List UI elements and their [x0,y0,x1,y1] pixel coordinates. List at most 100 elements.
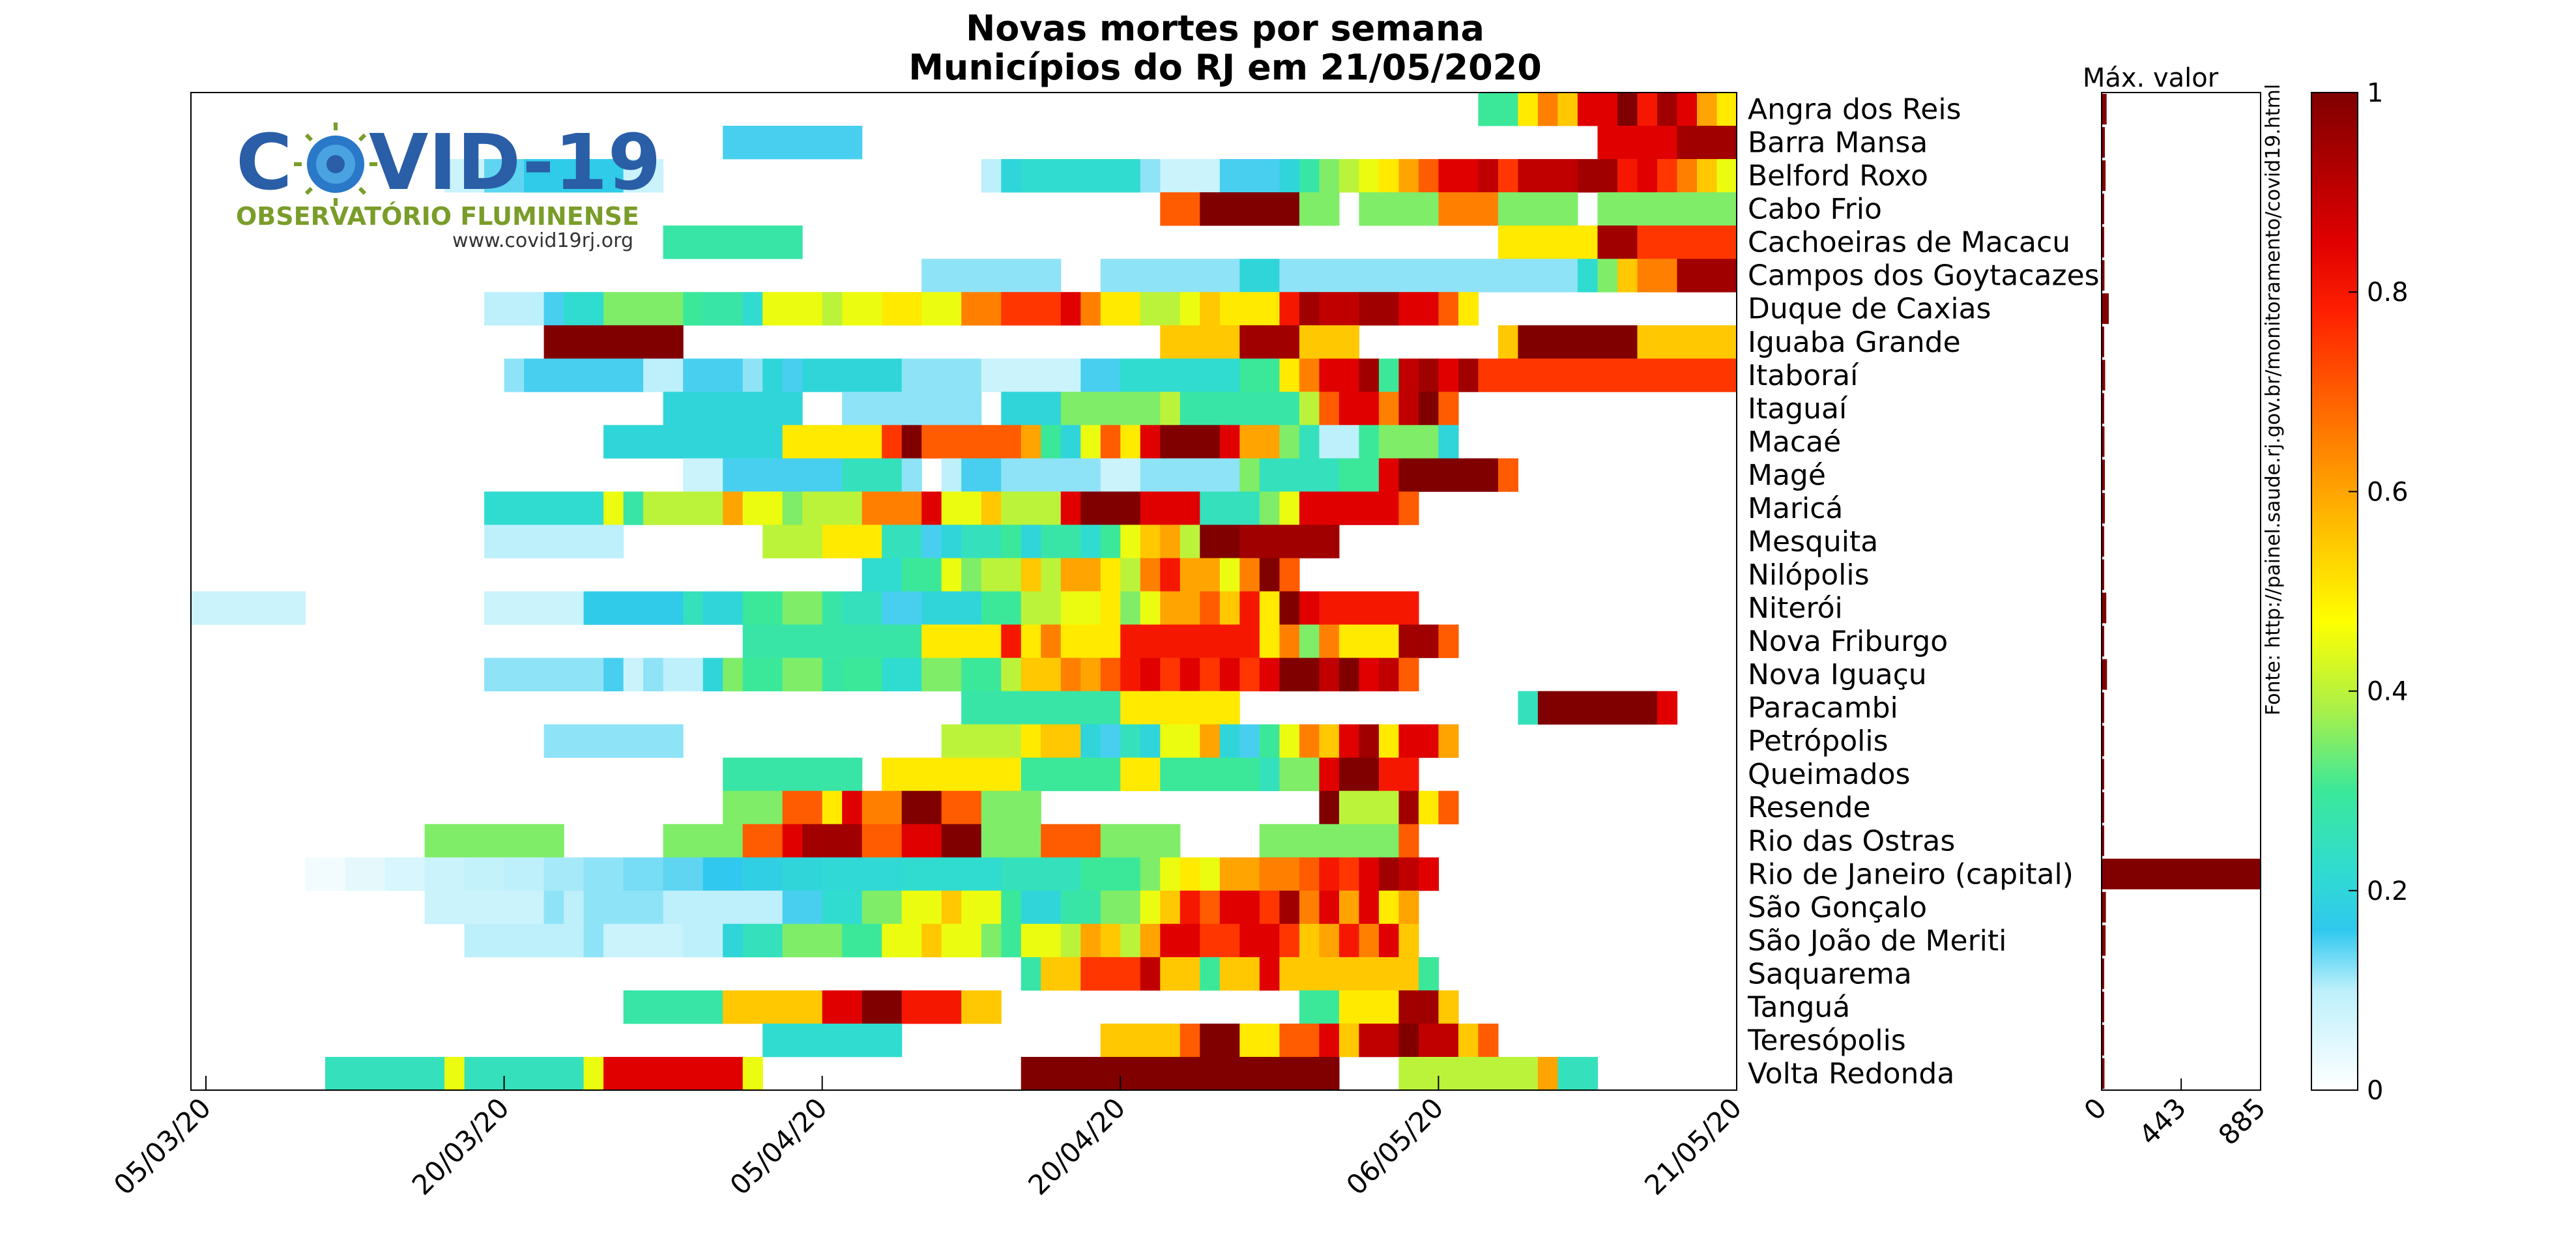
heatmap-cell [1299,392,1320,425]
heatmap-cell [941,491,982,525]
heatmap-cell [1140,724,1161,758]
heatmap-cell [464,857,505,891]
heatmap-cell [543,857,585,891]
heatmap-cell [1438,192,1499,226]
heatmap-cell [1339,757,1380,792]
heatmap-cell [961,990,1002,1024]
heatmap-cell [1179,1023,1200,1058]
heatmap-cell [1378,657,1399,691]
heatmap-cell [1120,558,1141,592]
heatmap-cell [1160,757,1260,792]
heatmap-cell [1120,724,1141,758]
heatmap-cell [861,990,903,1024]
heatmap-cell [1279,624,1300,658]
heatmap-cell [603,491,624,525]
heatmap-cell [1160,923,1200,958]
heatmap-cell [921,292,962,326]
heatmap-cell [583,857,624,891]
heatmap-cell [1438,159,1479,193]
heatmap-cell [1319,657,1340,691]
heatmap-cell [1339,857,1359,891]
heatmap-cell [683,292,704,326]
heatmap-cell [1478,1023,1499,1058]
heatmap-cell [702,591,744,625]
heatmap-cell [723,790,783,825]
heatmap-cell [1001,857,1081,891]
heatmap-cell [1518,93,1539,126]
heatmap-cell [583,890,664,925]
heatmap-cell [1120,923,1141,958]
heatmap-cell [1657,93,1678,126]
heatmap-cell [1319,757,1340,792]
heatmap-cell [921,591,982,625]
colorbar-ticks: 0 0.2 0.4 0.6 0.8 1 [2349,78,2409,1106]
heatmap-cell [1259,558,1280,592]
heatmap-cell [1359,1023,1399,1058]
max-value-bar [2102,227,2104,258]
heatmap-cell [643,358,684,392]
heatmap-cell [1637,259,1678,293]
heatmap-cell [1080,957,1141,991]
heatmap-cell [1398,358,1419,392]
city-label: São João de Meriti [1748,924,2006,957]
heatmap-cell [1160,159,1221,193]
heatmap-cell [1100,259,1240,293]
heatmap-cell [1299,857,1320,891]
heatmap-cell [702,857,744,891]
heatmap-cell [1239,923,1280,958]
heatmap-cell [1339,724,1359,758]
heatmap-cell [1398,159,1419,193]
city-label: Cabo Frio [1748,193,1882,226]
heatmap-cell [1617,159,1638,193]
heatmap-cell [1179,558,1221,592]
heatmap-cell [1219,591,1240,625]
heatmap-cell [1299,192,1340,226]
heatmap-cell [762,1023,903,1058]
heatmap-cell [921,491,942,525]
heatmap-cell [1020,1057,1340,1091]
heatmap-cell [663,225,803,259]
heatmap-cell [1339,624,1399,658]
heatmap-cell [1140,857,1161,891]
heatmap-cell [941,458,962,492]
heatmap-cell [882,757,1022,792]
heatmap-cell [1398,1057,1539,1091]
heatmap-cell [524,358,644,392]
source-note: Fonte: http://painel.saude.rj.gov.br/mon… [2262,84,2285,715]
heatmap-cell [822,990,863,1024]
heatmap-cell [1498,159,1518,193]
heatmap-cell [1597,192,1737,226]
heatmap-cell [981,923,1002,958]
city-label: Macaé [1748,425,1841,459]
heatmap-cell [1319,292,1359,326]
heatmap-cell [762,292,823,326]
heatmap-cell [941,890,962,925]
logo-text-c: C [236,117,293,207]
heatmap-cell [723,491,744,525]
max-axis-tick-label: 443 [2133,1091,2192,1151]
heatmap-cell [543,890,564,925]
heatmap-cell [1080,857,1141,891]
heatmap-cell [1637,225,1737,259]
heatmap-cell [1259,591,1280,625]
heatmap-cell [1041,525,1081,558]
heatmap-cell [1438,358,1459,392]
heatmap-cell [921,657,962,691]
heatmap-cell [1140,458,1240,492]
max-value-bar [2102,858,2261,889]
heatmap-cell [1458,1023,1479,1058]
heatmap-cell [1100,890,1141,925]
heatmap-cell [981,491,1002,525]
heatmap-cell [782,890,823,925]
heatmap-cell [1020,923,1062,958]
heatmap-cell [1179,525,1200,558]
heatmap-cell [1319,790,1340,825]
heatmap-cell [1339,159,1359,193]
heatmap-cell [1200,525,1240,558]
heatmap-cell [543,292,564,326]
heatmap-cell [1478,93,1518,126]
heatmap-cell [1120,757,1161,792]
heatmap-cell [1339,392,1380,425]
x-tick-label: 05/03/20 [108,1091,217,1201]
heatmap-cell [1060,890,1101,925]
